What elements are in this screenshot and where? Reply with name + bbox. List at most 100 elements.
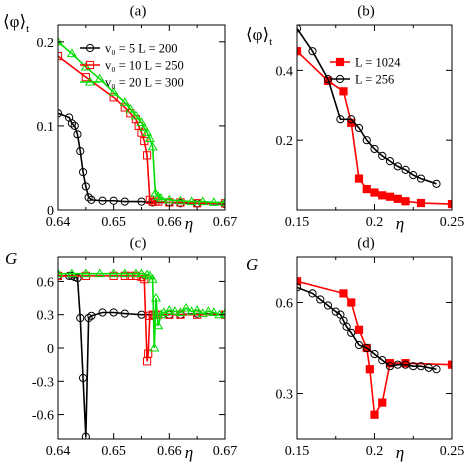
data-point bbox=[208, 307, 219, 316]
x-axis-label: η bbox=[396, 214, 404, 233]
y-tick-label: 0.2 bbox=[37, 36, 55, 51]
y-tick-label: 0.2 bbox=[276, 134, 294, 149]
x-tick-label: 0.67 bbox=[213, 215, 238, 230]
plot-area bbox=[297, 277, 452, 419]
data-point bbox=[393, 162, 402, 171]
data-point bbox=[378, 356, 387, 365]
series-line bbox=[297, 286, 437, 371]
data-point bbox=[393, 194, 402, 203]
data-point bbox=[78, 168, 88, 177]
y-axis-label: ⟨φ⟩t bbox=[246, 25, 272, 48]
data-point bbox=[142, 151, 152, 160]
data-point bbox=[354, 123, 364, 133]
x-tick-label: 0.2 bbox=[366, 215, 384, 230]
data-point bbox=[323, 301, 333, 310]
plot-frame bbox=[296, 24, 453, 211]
data-point bbox=[164, 194, 175, 204]
data-point bbox=[385, 362, 395, 371]
legend-swatch-marker bbox=[85, 60, 95, 70]
x-tick-label: 0.67 bbox=[213, 444, 238, 459]
legend-swatch-marker bbox=[335, 57, 345, 67]
data-point bbox=[73, 130, 82, 139]
y-axis-label-sub: t bbox=[26, 23, 29, 35]
data-point bbox=[193, 199, 202, 208]
data-point bbox=[297, 25, 302, 33]
data-point bbox=[78, 373, 88, 383]
data-point bbox=[80, 61, 91, 71]
data-point bbox=[76, 147, 85, 156]
data-point bbox=[347, 115, 356, 124]
data-point bbox=[370, 144, 379, 154]
data-point bbox=[87, 195, 96, 205]
data-point bbox=[186, 306, 197, 315]
data-point bbox=[137, 197, 146, 206]
data-point bbox=[385, 157, 395, 166]
data-point bbox=[347, 298, 356, 307]
data-point bbox=[362, 343, 371, 353]
data-point bbox=[153, 320, 164, 330]
data-point bbox=[76, 313, 85, 323]
data-point bbox=[339, 87, 348, 96]
y-tick-label: 0 bbox=[47, 342, 54, 357]
series-line bbox=[297, 280, 452, 418]
data-point bbox=[432, 365, 441, 374]
y-tick-label: 0.1 bbox=[37, 120, 55, 135]
y-tick-label: -0.6 bbox=[32, 409, 54, 424]
series-line bbox=[58, 275, 225, 437]
x-tick-label: 0.25 bbox=[440, 215, 465, 230]
data-point bbox=[354, 174, 364, 183]
chart-panel: (a) 0.64 0.65 0.66 0.67 0 0.1 0.2 η ⟨φ⟩t v₀ = 5 L … bbox=[3, 3, 237, 233]
data-point bbox=[378, 191, 387, 200]
data-point bbox=[66, 268, 77, 278]
x-axis-label: η bbox=[185, 214, 193, 233]
data-point bbox=[378, 151, 387, 160]
series-line bbox=[58, 112, 225, 205]
data-point bbox=[141, 127, 153, 137]
legend-entry: v₀ = 20 L = 300 bbox=[105, 76, 184, 90]
data-point bbox=[142, 357, 152, 366]
data-point bbox=[98, 308, 107, 317]
data-point bbox=[84, 193, 93, 202]
data-point bbox=[297, 47, 302, 56]
y-axis-label-sub: t bbox=[269, 36, 272, 48]
data-point bbox=[175, 307, 186, 316]
plot-area bbox=[58, 36, 225, 209]
chart-panel: (b) 0.15 0.2 0.25 0.2 0.4 η ⟨φ⟩t L = 1024 L = 256 bbox=[246, 3, 464, 233]
data-point bbox=[141, 269, 153, 279]
data-point bbox=[120, 197, 129, 206]
legend-entry: L = 256 bbox=[355, 73, 394, 87]
data-point bbox=[186, 196, 197, 206]
data-point bbox=[203, 306, 214, 315]
data-point bbox=[81, 73, 90, 82]
data-point bbox=[214, 309, 225, 319]
data-point bbox=[409, 170, 418, 180]
y-tick-label: 0 bbox=[47, 204, 54, 219]
x-axis-label: η bbox=[185, 443, 193, 462]
data-point bbox=[393, 360, 402, 369]
data-point bbox=[58, 36, 64, 46]
data-point bbox=[147, 274, 158, 283]
x-tick-label: 0.64 bbox=[46, 215, 71, 230]
data-point bbox=[180, 302, 192, 312]
data-point bbox=[108, 87, 119, 96]
y-axis-label: G bbox=[246, 255, 258, 274]
data-point bbox=[155, 193, 167, 202]
data-point bbox=[416, 362, 426, 371]
data-point bbox=[80, 268, 91, 278]
data-point bbox=[98, 196, 107, 205]
x-tick-label: 0.66 bbox=[157, 215, 182, 230]
data-point bbox=[119, 97, 130, 106]
data-point bbox=[109, 308, 118, 317]
data-point bbox=[120, 309, 129, 318]
data-point bbox=[169, 306, 180, 315]
data-point bbox=[342, 322, 351, 331]
panel-title: (b) bbox=[357, 3, 375, 19]
panel-title: (d) bbox=[357, 235, 375, 251]
chart-panel: (d) 0.15 0.2 0.25 0.3 0.6 η G bbox=[246, 235, 464, 462]
data-point bbox=[370, 349, 379, 359]
plot-area bbox=[297, 25, 452, 209]
data-point bbox=[87, 311, 96, 320]
data-point bbox=[164, 305, 175, 314]
x-tick-label: 0.25 bbox=[440, 444, 465, 459]
